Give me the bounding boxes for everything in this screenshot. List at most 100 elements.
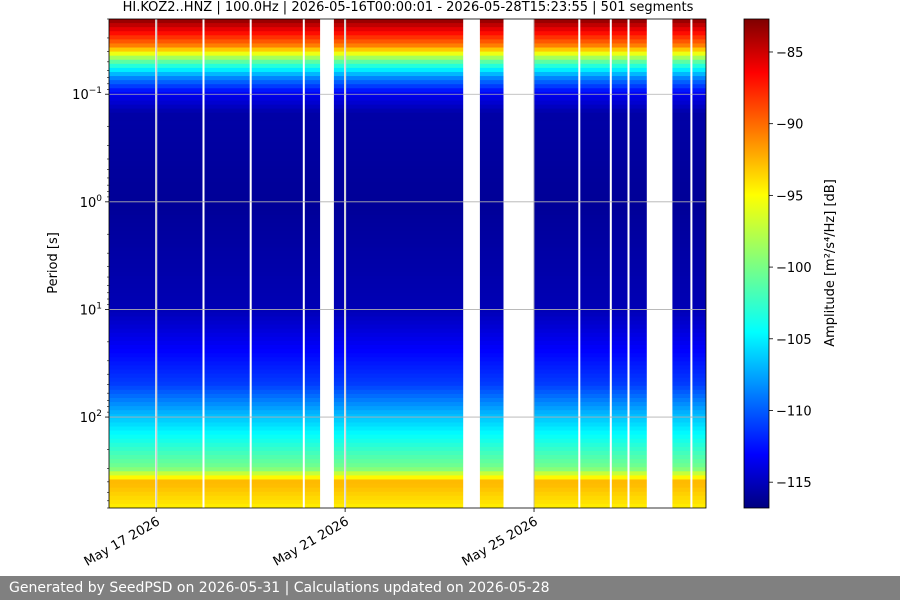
heatmap-band	[109, 324, 706, 330]
y-tick-label: 10−1	[72, 86, 102, 103]
heatmap-band	[109, 35, 706, 40]
heatmap-band	[109, 161, 706, 167]
colorbar-tick-label: −95	[776, 189, 803, 204]
heatmap-band	[109, 173, 706, 179]
y-tick-label: 102	[80, 409, 102, 426]
heatmap-band	[109, 499, 706, 505]
heatmap-band	[109, 320, 706, 326]
heatmap-band	[109, 455, 706, 460]
colorbar-tick-label: −90	[776, 118, 803, 133]
heatmap-band	[109, 190, 706, 195]
heatmap-band	[109, 357, 706, 362]
heatmap-band	[109, 137, 706, 142]
heatmap-band	[109, 259, 706, 265]
heatmap-band	[109, 129, 706, 134]
x-axis: May 17 2026 May 21 2026 May 25 2026	[82, 508, 541, 570]
heatmap-band	[109, 279, 706, 285]
data-gap-thin	[690, 19, 693, 508]
heatmap-band	[109, 479, 706, 485]
heatmap-band	[109, 267, 706, 273]
heatmap-band	[109, 410, 706, 415]
heatmap-band	[109, 19, 706, 24]
heatmap-band	[109, 308, 706, 313]
heatmap-band	[109, 230, 706, 236]
heatmap-band	[109, 214, 706, 220]
heatmap-band	[109, 27, 706, 32]
heatmap-band	[109, 141, 706, 146]
heatmap-band	[109, 100, 706, 106]
x-tick-label: May 17 2026	[82, 514, 163, 569]
heatmap-band	[109, 467, 706, 472]
heatmap-band	[109, 23, 706, 28]
heatmap-band	[109, 116, 706, 122]
heatmap-band	[109, 406, 706, 411]
heatmap-band	[109, 393, 706, 399]
heatmap-band	[109, 218, 706, 224]
heatmap-band	[109, 312, 706, 318]
heatmap-band	[109, 263, 706, 269]
heatmap-band	[109, 157, 706, 163]
heatmap-band	[109, 194, 706, 199]
colorbar-axis: −85 −90 −95 −100 −105 −110 −115	[769, 46, 812, 491]
heatmap-band	[109, 59, 706, 65]
heatmap-band	[109, 328, 706, 334]
heatmap-band	[109, 71, 706, 77]
heatmap-band	[109, 63, 706, 69]
heatmap-band	[109, 96, 706, 102]
heatmap-band	[109, 112, 706, 118]
heatmap-band	[109, 39, 706, 45]
heatmap-band	[109, 222, 706, 228]
y-axis-label: Period [s]	[46, 232, 61, 294]
heatmap-band	[109, 340, 706, 346]
heatmap-band	[109, 300, 706, 305]
heatmap-band	[109, 385, 706, 391]
heatmap-band	[109, 84, 706, 89]
y-tick-label: 100	[80, 194, 103, 211]
heatmap-band	[109, 31, 706, 36]
chart-title: HI.KOZ2..HNZ | 100.0Hz | 2026-05-16T00:0…	[123, 0, 694, 15]
colorbar-label: Amplitude [m²/s⁴/Hz] [dB]	[823, 179, 838, 347]
colorbar-tick-label: −100	[776, 261, 812, 276]
heatmap-band	[109, 247, 706, 252]
heatmap-band	[109, 442, 706, 448]
heatmap-band	[109, 80, 706, 85]
heatmap-band	[109, 149, 706, 155]
heatmap-band	[109, 55, 706, 61]
data-gap-thin	[627, 19, 630, 508]
grid-lines	[109, 19, 706, 508]
heatmap-band	[109, 422, 706, 428]
heatmap-band	[109, 373, 706, 379]
heatmap-band	[109, 275, 706, 281]
heatmap-band	[109, 120, 706, 126]
heatmap-band	[109, 487, 706, 493]
x-tick-label: May 25 2026	[460, 514, 541, 569]
heatmap-band	[109, 234, 706, 240]
heatmap-band	[109, 369, 706, 375]
heatmap-band	[109, 353, 706, 358]
heatmap-band	[109, 296, 706, 301]
heatmap-band	[109, 438, 706, 444]
heatmap-band	[109, 251, 706, 256]
heatmap-band	[109, 210, 706, 216]
heatmap-band	[109, 198, 706, 203]
heatmap-band	[109, 332, 706, 338]
heatmap-band	[109, 414, 706, 419]
colorbar-tick-label: −105	[776, 333, 812, 348]
heatmap-band	[109, 402, 706, 407]
heatmap-band	[109, 67, 706, 73]
heatmap-band	[109, 349, 706, 354]
heatmap-cells	[109, 19, 706, 508]
plot-frame	[108, 18, 707, 509]
heatmap-band	[109, 76, 706, 81]
heatmap-band	[109, 177, 706, 183]
data-gap-thin	[578, 19, 581, 508]
heatmap-band	[109, 495, 706, 501]
heatmap-band	[109, 104, 706, 110]
heatmap-band	[109, 397, 706, 403]
heatmap-band	[109, 133, 706, 138]
heatmap-band	[109, 426, 706, 432]
footer-caption: Generated by SeedPSD on 2026-05-31 | Cal…	[0, 576, 900, 600]
heatmap-band	[109, 206, 706, 212]
x-tick-label: May 21 2026	[271, 514, 352, 569]
heatmap-band	[109, 377, 706, 383]
